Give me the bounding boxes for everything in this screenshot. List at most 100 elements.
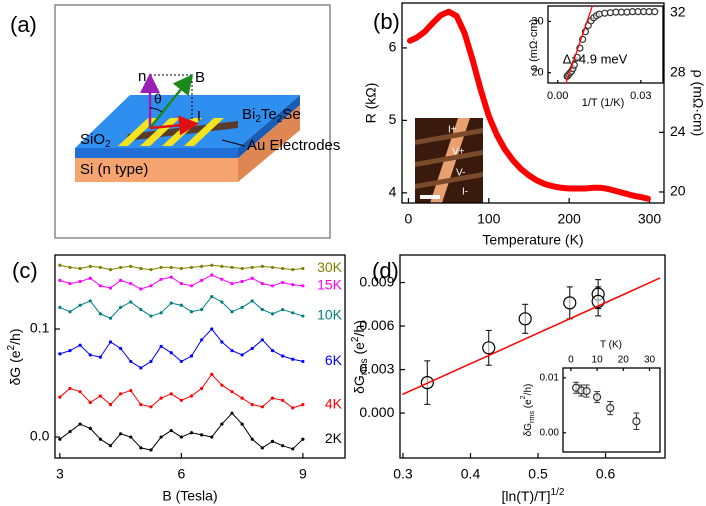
series-label: 2K <box>325 430 343 446</box>
data-line <box>59 373 304 409</box>
data-point <box>189 284 194 288</box>
data-point <box>88 264 92 268</box>
data-point <box>291 283 295 287</box>
x-tick-label: 0.3 <box>393 466 413 482</box>
data-point <box>129 282 133 286</box>
data-point <box>88 276 92 280</box>
y-axis-label-part: δG <box>523 423 534 437</box>
series-label: 6K <box>325 352 343 368</box>
data-point <box>139 307 143 312</box>
data-point <box>169 351 173 355</box>
data-point <box>129 359 133 364</box>
data-point <box>108 403 113 407</box>
data-point <box>159 277 163 281</box>
series-label: 30K <box>317 259 343 275</box>
data-point <box>108 444 113 448</box>
data-point <box>98 265 102 270</box>
data-point <box>58 278 62 282</box>
y-axis-label: δG (e2/h) <box>6 329 23 386</box>
y-axis-label-part: δG <box>351 375 367 394</box>
data-point <box>200 278 204 282</box>
data-point <box>88 299 92 303</box>
electrode-label: Au Electrodes <box>247 137 340 154</box>
y-axis-label: R (kΩ) <box>363 83 379 124</box>
data-point <box>78 390 82 394</box>
data-point <box>200 433 204 437</box>
series-label: 4K <box>325 395 343 411</box>
data-point <box>281 266 285 271</box>
data-point <box>58 263 62 267</box>
x-tick-label: 0.6 <box>596 466 616 482</box>
data-point <box>301 437 305 441</box>
data-point <box>632 417 641 426</box>
data-point <box>200 307 204 312</box>
x-tick-label: 3 <box>56 466 64 482</box>
data-point <box>651 8 659 16</box>
data-point <box>98 437 102 441</box>
series-label: 15K <box>317 276 343 292</box>
data-point <box>68 282 72 286</box>
y-axis-label-part: 2 <box>6 344 17 350</box>
data-line <box>59 296 304 319</box>
label-part: 2 <box>105 139 111 150</box>
data-point <box>230 310 234 314</box>
data-point <box>606 403 615 413</box>
data-point <box>119 432 123 436</box>
data-point <box>159 396 163 400</box>
data-point <box>129 435 133 439</box>
panel-label: (a) <box>10 12 37 37</box>
data-point <box>230 411 234 415</box>
image-label: I+ <box>448 125 457 136</box>
data-point <box>159 311 163 315</box>
substrate-side <box>238 105 300 182</box>
data-point <box>200 338 204 342</box>
data-point <box>250 403 254 407</box>
data-point <box>301 266 305 271</box>
data-point <box>281 444 285 448</box>
x-axis-label: B (Tesla) <box>162 488 217 504</box>
data-line <box>59 412 304 451</box>
y-tick-label: 30 <box>531 15 543 27</box>
data-line <box>565 5 593 84</box>
y-axis-label-part: /h) <box>523 384 534 396</box>
label-part: Bi <box>242 106 255 123</box>
x-tick-label: 100 <box>477 211 501 227</box>
plot-frame <box>401 2 665 204</box>
data-point <box>230 265 234 270</box>
data-point <box>291 406 295 410</box>
data-point <box>189 431 194 435</box>
data-point <box>139 266 143 271</box>
data-point <box>301 284 305 288</box>
scale-bar <box>420 195 440 199</box>
y-axis-label: δGrms (e2/h) <box>350 320 370 394</box>
data-point <box>159 344 163 348</box>
plot-frame <box>547 5 664 84</box>
x-axis-label: T (K) <box>600 340 622 351</box>
data-point <box>230 349 234 353</box>
data-point <box>291 447 295 451</box>
data-point <box>68 310 72 314</box>
data-point <box>250 265 254 270</box>
y2-tick-label: 24 <box>670 123 686 139</box>
data-point <box>189 354 194 358</box>
data-point <box>88 400 92 405</box>
angle-arc <box>149 107 163 113</box>
pointer-line <box>221 139 246 147</box>
data-point <box>482 341 496 355</box>
y-tick-label: 4 <box>389 184 397 200</box>
data-point <box>159 435 163 439</box>
image-label: V+ <box>452 147 465 158</box>
data-point <box>179 398 183 402</box>
data-point <box>291 357 295 361</box>
afm-electrode <box>415 128 483 145</box>
label-part: SiO <box>80 131 105 148</box>
data-point <box>108 340 113 344</box>
x-tick-label: 20 <box>618 355 630 366</box>
y-tick-label: 0.006 <box>359 317 394 333</box>
data-point <box>592 392 602 402</box>
data-point <box>301 403 305 407</box>
plot-frame <box>54 254 346 459</box>
current-arrow <box>149 115 199 136</box>
data-point <box>139 287 143 291</box>
data-point <box>270 312 275 316</box>
